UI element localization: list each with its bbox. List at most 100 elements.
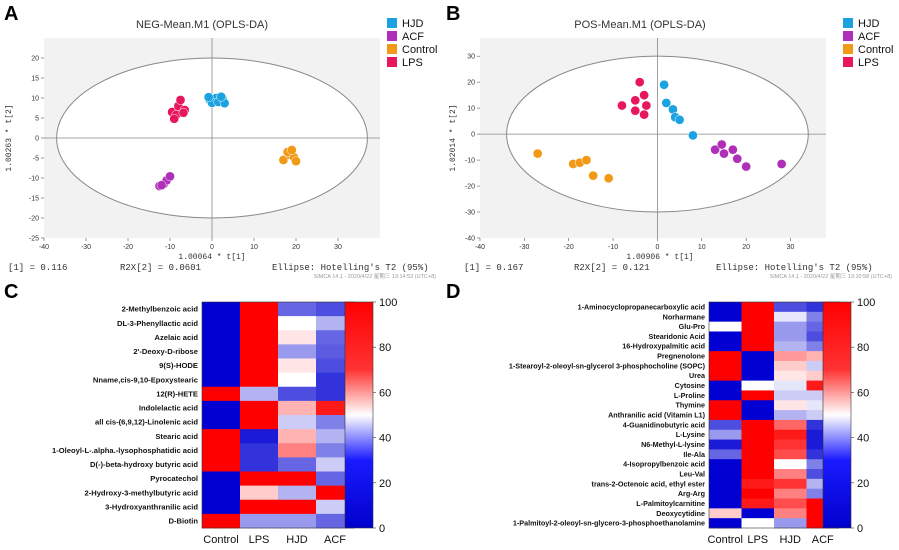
b-point-lps: [634, 77, 645, 88]
d-heat-cell: [709, 508, 742, 519]
panel-b-footer-small: SIMCA 14.1 - 2020/4/22 星期三 13:10:58 (UTC…: [770, 273, 893, 280]
a-xtick-label: -30: [81, 244, 91, 251]
d-heat-cell: [709, 302, 742, 313]
panel-a-footer-right: Ellipse: Hotelling's T2 (95%): [272, 263, 429, 273]
panel-letter-b: B: [446, 3, 460, 25]
c-heat-cell: [202, 358, 241, 374]
c-row-label: 12(R)-HETE: [156, 389, 198, 398]
d-row-label: 4-Isopropylbenzoic acid: [623, 460, 705, 469]
d-row-label: Deoxycytidine: [656, 509, 705, 518]
a-xtick-label: -40: [39, 244, 49, 251]
d-heat-cell: [774, 488, 807, 499]
d-heat-cell: [741, 508, 775, 519]
c-heat-cell: [278, 316, 317, 331]
c-heat-cell: [240, 400, 279, 416]
a-xtick-label: -10: [165, 244, 175, 251]
b-point-acf: [741, 161, 752, 172]
c-heat-cell: [202, 485, 241, 501]
d-heat-cell: [774, 478, 807, 490]
c-heat-cell: [240, 513, 279, 529]
d-heat-cell: [709, 498, 742, 509]
panel-letter-c: C: [4, 281, 18, 303]
d-heat-cell: [774, 341, 807, 352]
c-heat-cell: [202, 400, 241, 416]
b-point-hjd: [661, 98, 672, 108]
d-row-label: Urea: [689, 371, 706, 380]
b-point-acf: [716, 139, 727, 150]
d-heat-cell: [741, 449, 775, 460]
c-row-label: Nname,cis-9,10-Epoxystearic: [93, 375, 198, 384]
b-xtick-label: 20: [742, 244, 750, 251]
d-colorbar-tick-label: 20: [857, 478, 869, 490]
c-row-label: 2-Hydroxy-3-methylbutyric acid: [84, 488, 198, 497]
panel-b-xlabel: 1.00906 * t[1]: [626, 253, 693, 262]
d-heat-cell: [774, 400, 807, 411]
c-heat-cell: [278, 485, 317, 501]
d-col-label: Control: [708, 534, 743, 546]
a-point-lps: [178, 107, 189, 118]
c-heat-cell: [278, 400, 317, 416]
d-row-label: L-Palmitoylcarnitine: [636, 499, 705, 508]
d-heat-cell: [741, 351, 775, 362]
d-heat-cell: [709, 400, 742, 411]
d-colorbar-tick-label: 0: [857, 523, 863, 535]
b-point-lps: [630, 105, 641, 116]
panel-a-footer-left: [1] = 0.116: [8, 263, 67, 273]
d-heat-cell: [741, 410, 775, 421]
c-heat-cell: [202, 316, 241, 331]
c-heat-cell: [202, 457, 241, 472]
c-row-label: 9(S)-HODE: [159, 361, 198, 370]
c-colorbar-tick-label: 80: [379, 342, 391, 354]
d-heat-cell: [709, 341, 742, 352]
a-legend-swatch-lps: [387, 57, 397, 67]
d-heat-cell: [741, 311, 775, 323]
a-legend-label-control: Control: [402, 44, 437, 56]
a-ytick-label: -5: [33, 156, 39, 163]
b-point-control: [581, 155, 592, 165]
b-ytick-label: -30: [465, 210, 475, 217]
d-heat-cell: [774, 321, 807, 332]
c-row-label: Stearic acid: [155, 432, 198, 441]
panel-b-scatter: POS-Mean.M1 (OPLS-DA) -40 -30 -20 -10 0 10 20 3…: [449, 18, 893, 280]
a-legend-swatch-acf: [387, 31, 397, 41]
c-heat-cell: [278, 358, 317, 374]
d-heat-cell: [741, 429, 775, 440]
panel-a-ylabel: 1.00263 * t[2]: [5, 104, 14, 171]
d-row-label: Pregnenolone: [657, 352, 705, 361]
d-heat-cell: [709, 321, 742, 332]
c-row-label: 1-Oleoyl-L-.alpha.-lysophosphatidic acid: [52, 446, 198, 455]
c-row-label: all cis-(6,9,12)-Linolenic acid: [95, 418, 198, 427]
c-heat-cell: [240, 330, 279, 345]
c-heat-cell: [278, 513, 317, 529]
panel-d-heatmap: 1-Aminocyclopropanecarboxylic acidNorhar…: [509, 297, 875, 546]
b-xtick-label: -30: [519, 244, 529, 251]
b-ytick-label: 0: [471, 132, 475, 139]
d-heat-cell: [709, 419, 742, 431]
a-point-control: [291, 156, 301, 167]
b-legend-swatch-hjd: [843, 18, 853, 28]
a-point-acf: [156, 180, 167, 191]
a-point-acf: [165, 171, 175, 182]
c-heat-cell: [202, 302, 241, 317]
d-heat-cell: [741, 478, 775, 490]
d-heat-cell: [774, 508, 807, 519]
a-ytick-label: -15: [29, 196, 39, 203]
d-heat-cell: [741, 498, 775, 509]
c-col-label: ACF: [324, 534, 346, 546]
d-heat-cell: [709, 380, 742, 391]
panel-b-footer-left: [1] = 0.167: [464, 263, 523, 273]
c-row-label: Pyrocatechol: [150, 474, 198, 483]
d-row-label: Glu-Pro: [679, 322, 706, 331]
b-ytick-label: 10: [467, 106, 475, 113]
panel-letter-d: D: [446, 281, 460, 303]
b-point-lps: [639, 90, 649, 100]
c-heat-cell: [240, 372, 279, 388]
c-row-label: Azelaic acid: [155, 333, 199, 342]
d-colorbar-tick-label: 40: [857, 433, 869, 445]
b-point-lps: [639, 109, 649, 120]
a-xtick-label: 20: [292, 244, 300, 251]
d-heat-cell: [741, 380, 775, 391]
d-heat-cell: [774, 518, 807, 529]
